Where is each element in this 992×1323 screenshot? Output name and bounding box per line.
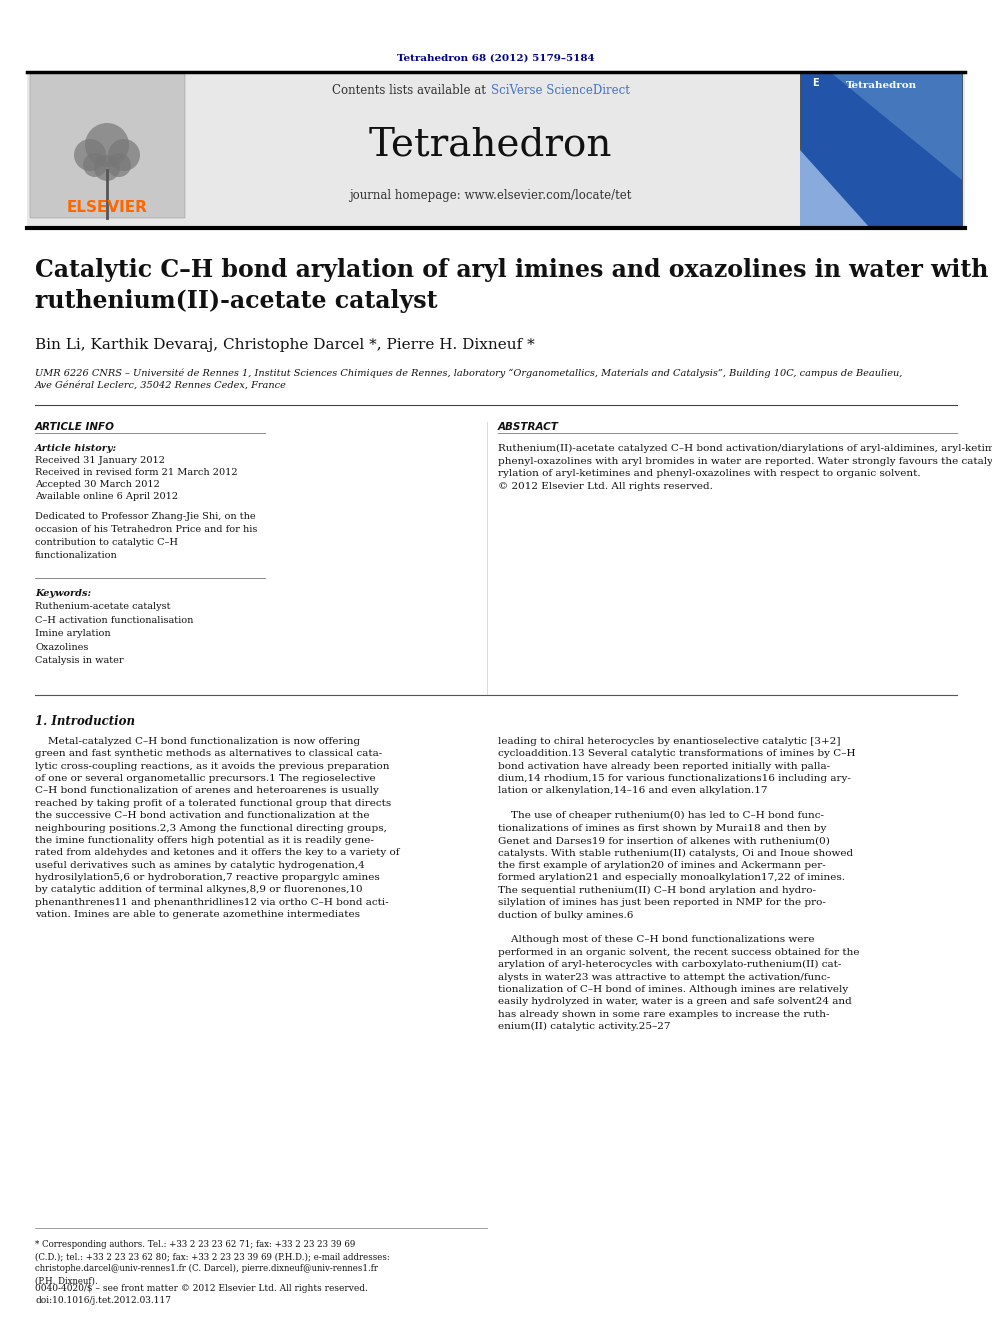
Polygon shape <box>830 71 962 180</box>
Text: Keywords:: Keywords: <box>35 589 91 598</box>
Circle shape <box>107 153 131 177</box>
Text: Bin Li, Karthik Devaraj, Christophe Darcel *, Pierre H. Dixneuf *: Bin Li, Karthik Devaraj, Christophe Darc… <box>35 337 535 352</box>
Polygon shape <box>800 149 870 228</box>
Text: Article history:: Article history: <box>35 445 117 452</box>
Text: Tetrahedron 68 (2012) 5179–5184: Tetrahedron 68 (2012) 5179–5184 <box>397 53 595 62</box>
Text: Accepted 30 March 2012: Accepted 30 March 2012 <box>35 480 160 490</box>
Text: ABSTRACT: ABSTRACT <box>498 422 558 433</box>
Text: Contents lists available at: Contents lists available at <box>332 83 490 97</box>
Text: Tetrahedron: Tetrahedron <box>368 127 612 164</box>
Text: Dedicated to Professor Zhang-Jie Shi, on the
occasion of his Tetrahedron Price a: Dedicated to Professor Zhang-Jie Shi, on… <box>35 512 257 560</box>
Text: Available online 6 April 2012: Available online 6 April 2012 <box>35 492 179 501</box>
FancyBboxPatch shape <box>30 71 185 218</box>
Text: journal homepage: www.elsevier.com/locate/tet: journal homepage: www.elsevier.com/locat… <box>349 188 631 201</box>
Text: Ruthenium(II)-acetate catalyzed C–H bond activation/diarylations of aryl-aldimin: Ruthenium(II)-acetate catalyzed C–H bond… <box>498 445 992 491</box>
Text: UMR 6226 CNRS – Université de Rennes 1, Institut Sciences Chimiques de Rennes, l: UMR 6226 CNRS – Université de Rennes 1, … <box>35 368 903 390</box>
Text: 0040-4020/$ – see front matter © 2012 Elsevier Ltd. All rights reserved.
doi:10.: 0040-4020/$ – see front matter © 2012 El… <box>35 1285 368 1306</box>
Circle shape <box>83 153 107 177</box>
Text: Tetrahedron: Tetrahedron <box>845 82 917 90</box>
Circle shape <box>74 139 106 171</box>
Circle shape <box>85 123 129 167</box>
Circle shape <box>108 139 140 171</box>
Text: * Corresponding authors. Tel.: +33 2 23 23 62 71; fax: +33 2 23 23 39 69
(C.D.);: * Corresponding authors. Tel.: +33 2 23 … <box>35 1240 390 1286</box>
Circle shape <box>94 155 120 181</box>
Text: 1. Introduction: 1. Introduction <box>35 714 135 728</box>
Text: ELSEVIER: ELSEVIER <box>66 201 148 216</box>
Text: Ruthenium-acetate catalyst
C–H activation functionalisation
Imine arylation
Oxaz: Ruthenium-acetate catalyst C–H activatio… <box>35 602 193 665</box>
FancyBboxPatch shape <box>800 71 962 228</box>
FancyBboxPatch shape <box>27 71 965 228</box>
Text: Received 31 January 2012: Received 31 January 2012 <box>35 456 165 464</box>
Text: leading to chiral heterocycles by enantioselective catalytic [3+2]
cycloaddition: leading to chiral heterocycles by enanti… <box>498 737 859 1031</box>
Text: E: E <box>811 78 818 89</box>
Text: SciVerse ScienceDirect: SciVerse ScienceDirect <box>491 83 630 97</box>
Text: Catalytic C–H bond arylation of aryl imines and oxazolines in water with
rutheni: Catalytic C–H bond arylation of aryl imi… <box>35 258 988 312</box>
Text: Received in revised form 21 March 2012: Received in revised form 21 March 2012 <box>35 468 238 478</box>
Text: Metal-catalyzed C–H bond functionalization is now offering
green and fast synthe: Metal-catalyzed C–H bond functionalizati… <box>35 737 400 919</box>
Text: ARTICLE INFO: ARTICLE INFO <box>35 422 115 433</box>
